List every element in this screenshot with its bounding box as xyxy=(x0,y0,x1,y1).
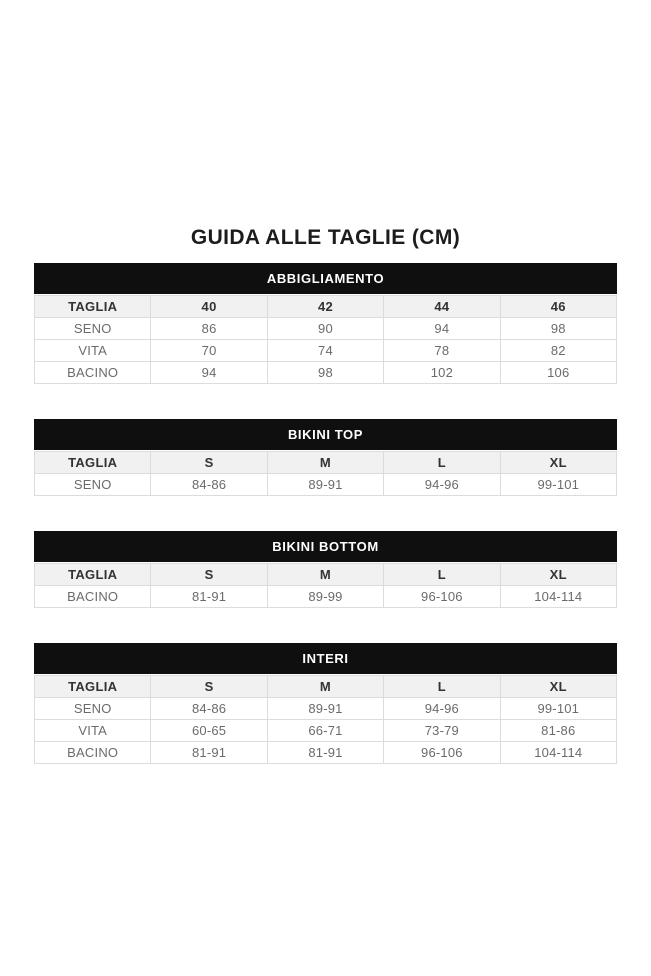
value-cell: 104-114 xyxy=(499,585,618,608)
value-cell: 84-86 xyxy=(150,473,268,496)
value-cell: 70 xyxy=(150,339,268,362)
value-cell: 84-86 xyxy=(150,697,268,720)
header-cell: XL xyxy=(499,675,618,698)
size-table-section: BIKINI BOTTOM TAGLIA S M L XL BACINO 81-91 89-… xyxy=(33,531,618,608)
header-row: TAGLIA S M L XL xyxy=(33,451,618,474)
value-cell: 94-96 xyxy=(383,473,501,496)
size-table: TAGLIA 40 42 44 46 SENO 86 90 94 98 VITA 70 74 78 82 B… xyxy=(33,295,618,384)
value-cell: 82 xyxy=(499,339,618,362)
header-row: TAGLIA S M L XL xyxy=(33,675,618,698)
header-cell: XL xyxy=(499,563,618,586)
value-cell: 94-96 xyxy=(383,697,501,720)
header-cell: 40 xyxy=(150,295,268,318)
size-table: TAGLIA S M L XL SENO 84-86 89-91 94-96 99-101 VIT… xyxy=(33,675,618,764)
size-table: TAGLIA S M L XL BACINO 81-91 89-99 96-106 104-11… xyxy=(33,563,618,608)
header-cell: M xyxy=(266,563,385,586)
row-label-cell: BACINO xyxy=(33,741,152,764)
table-header-band: BIKINI TOP xyxy=(34,419,617,450)
value-cell: 98 xyxy=(499,317,618,340)
size-table-section: BIKINI TOP TAGLIA S M L XL SENO 84-86 89-91 94-… xyxy=(33,419,618,496)
value-cell: 78 xyxy=(383,339,501,362)
value-cell: 90 xyxy=(266,317,385,340)
size-guide: GUIDA ALLE TAGLIE (CM) ABBIGLIAMENTO TAG… xyxy=(33,225,618,764)
value-cell: 96-106 xyxy=(383,585,501,608)
table-header-band: ABBIGLIAMENTO xyxy=(34,263,617,294)
header-cell: TAGLIA xyxy=(33,451,152,474)
table-body: SENO 84-86 89-91 94-96 99-101 VITA 60-65 66-71 7… xyxy=(33,697,618,764)
value-cell: 99-101 xyxy=(499,473,618,496)
value-cell: 89-91 xyxy=(266,697,385,720)
value-cell: 98 xyxy=(266,361,385,384)
header-cell: XL xyxy=(499,451,618,474)
table-header-band: BIKINI BOTTOM xyxy=(34,531,617,562)
value-cell: 104-114 xyxy=(499,741,618,764)
header-cell: 42 xyxy=(266,295,385,318)
table-body: BACINO 81-91 89-99 96-106 104-114 xyxy=(33,585,618,608)
size-table-section: INTERI TAGLIA S M L XL SENO 84-86 89-91 94-96 99… xyxy=(33,643,618,764)
table-row: VITA 60-65 66-71 73-79 81-86 xyxy=(33,719,618,742)
header-cell: M xyxy=(266,451,385,474)
value-cell: 81-91 xyxy=(266,741,385,764)
row-label-cell: VITA xyxy=(33,719,152,742)
value-cell: 94 xyxy=(383,317,501,340)
value-cell: 96-106 xyxy=(383,741,501,764)
value-cell: 106 xyxy=(499,361,618,384)
value-cell: 66-71 xyxy=(266,719,385,742)
table-row: BACINO 94 98 102 106 xyxy=(33,361,618,384)
table-row: SENO 84-86 89-91 94-96 99-101 xyxy=(33,473,618,496)
header-cell: TAGLIA xyxy=(33,675,152,698)
size-table: TAGLIA S M L XL SENO 84-86 89-91 94-96 99-101 xyxy=(33,451,618,496)
value-cell: 81-86 xyxy=(499,719,618,742)
value-cell: 74 xyxy=(266,339,385,362)
value-cell: 86 xyxy=(150,317,268,340)
table-header-label: INTERI xyxy=(302,651,349,666)
value-cell: 99-101 xyxy=(499,697,618,720)
row-label-cell: SENO xyxy=(33,473,152,496)
row-label-cell: BACINO xyxy=(33,361,152,384)
row-label-cell: BACINO xyxy=(33,585,152,608)
header-cell: S xyxy=(150,563,268,586)
header-cell: L xyxy=(383,451,501,474)
table-row: SENO 84-86 89-91 94-96 99-101 xyxy=(33,697,618,720)
table-row: SENO 86 90 94 98 xyxy=(33,317,618,340)
table-header-label: ABBIGLIAMENTO xyxy=(266,271,385,286)
header-cell: M xyxy=(266,675,385,698)
header-cell: L xyxy=(383,675,501,698)
header-cell: TAGLIA xyxy=(33,563,152,586)
table-body: SENO 84-86 89-91 94-96 99-101 xyxy=(33,473,618,496)
header-cell: 44 xyxy=(383,295,501,318)
value-cell: 73-79 xyxy=(383,719,501,742)
value-cell: 102 xyxy=(383,361,501,384)
header-cell: TAGLIA xyxy=(33,295,152,318)
row-label-cell: VITA xyxy=(33,339,152,362)
header-cell: 46 xyxy=(499,295,618,318)
table-header-label: BIKINI TOP xyxy=(287,427,364,442)
table-row: BACINO 81-91 81-91 96-106 104-114 xyxy=(33,741,618,764)
value-cell: 81-91 xyxy=(150,741,268,764)
row-label-cell: SENO xyxy=(33,697,152,720)
size-table-section: ABBIGLIAMENTO TAGLIA 40 42 44 46 SENO 86 90 94 9… xyxy=(33,263,618,384)
table-header-label: BIKINI BOTTOM xyxy=(272,539,379,554)
value-cell: 60-65 xyxy=(150,719,268,742)
table-row: VITA 70 74 78 82 xyxy=(33,339,618,362)
header-cell: S xyxy=(150,451,268,474)
header-row: TAGLIA S M L XL xyxy=(33,563,618,586)
page-title: GUIDA ALLE TAGLIE (CM) xyxy=(190,226,461,249)
table-header-band: INTERI xyxy=(34,643,617,674)
header-cell: L xyxy=(383,563,501,586)
header-row: TAGLIA 40 42 44 46 xyxy=(33,295,618,318)
table-body: SENO 86 90 94 98 VITA 70 74 78 82 BACINO 94 98 102 106 xyxy=(33,317,618,384)
row-label-cell: SENO xyxy=(33,317,152,340)
value-cell: 94 xyxy=(150,361,268,384)
value-cell: 81-91 xyxy=(150,585,268,608)
value-cell: 89-91 xyxy=(266,473,385,496)
value-cell: 89-99 xyxy=(266,585,385,608)
header-cell: S xyxy=(150,675,268,698)
table-row: BACINO 81-91 89-99 96-106 104-114 xyxy=(33,585,618,608)
